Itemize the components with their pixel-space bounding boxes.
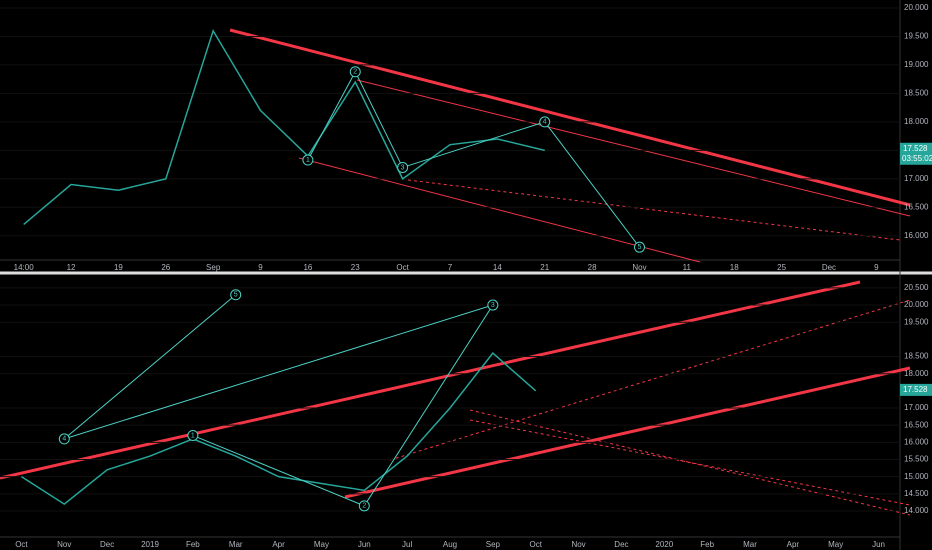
wave-marker <box>302 154 314 166</box>
y-tick-label: 16.500 <box>904 202 929 211</box>
price-tag-label: 17.528 <box>903 144 928 153</box>
x-tick-label: Dec <box>614 540 628 549</box>
trend-line <box>298 157 701 263</box>
x-tick-label: Apr <box>272 540 285 549</box>
x-tick-label: Apr <box>787 540 800 549</box>
x-tick-label: Nov <box>632 263 646 272</box>
wave-label: 4 <box>62 436 66 443</box>
y-tick-label: 17.000 <box>904 174 929 183</box>
wave-label: 5 <box>234 292 238 299</box>
wave-marker <box>230 289 242 301</box>
x-tick-label: Jul <box>402 540 412 549</box>
x-tick-label: Oct <box>15 540 28 549</box>
wave-label: 1 <box>191 432 195 439</box>
x-tick-label: Nov <box>57 540 71 549</box>
y-tick-label: 19.500 <box>904 317 929 326</box>
trend-line <box>356 79 911 217</box>
x-tick-label: Dec <box>100 540 114 549</box>
x-tick-label: 16 <box>303 263 312 272</box>
trend-line <box>0 280 861 480</box>
x-tick-label: 9 <box>874 263 879 272</box>
x-tick-label: 12 <box>67 263 76 272</box>
price-tag-label: 17.528 <box>903 385 928 394</box>
wave-label: 1 <box>306 157 310 164</box>
y-tick-label: 18.000 <box>904 117 929 126</box>
y-tick-label: 19.000 <box>904 60 929 69</box>
x-tick-label: Aug <box>443 540 457 549</box>
wave-label: 2 <box>353 69 357 76</box>
y-tick-label: 17.000 <box>904 403 929 412</box>
x-tick-label: Jun <box>872 540 885 549</box>
y-tick-label: 14.500 <box>904 489 929 498</box>
price-tag <box>900 383 932 396</box>
y-tick-label: 20.500 <box>904 283 929 292</box>
wave-marker <box>358 500 370 512</box>
x-tick-label: May <box>314 540 329 549</box>
x-tick-label: 2020 <box>655 540 673 549</box>
x-tick-label: 28 <box>588 263 597 272</box>
x-tick-label: 9 <box>258 263 263 272</box>
x-tick-label: 23 <box>351 263 360 272</box>
trend-line <box>344 366 911 499</box>
trend-line <box>407 179 901 241</box>
y-tick-label: 19.500 <box>904 32 929 41</box>
y-tick-label: 15.000 <box>904 472 929 481</box>
trend-line <box>389 299 911 461</box>
y-tick-label: 16.000 <box>904 437 929 446</box>
wave-label: 2 <box>362 503 366 510</box>
y-tick-label: 18.500 <box>904 352 929 361</box>
y-tick-label: 16.500 <box>904 420 929 429</box>
wave-marker <box>633 241 645 253</box>
x-tick-label: Dec <box>822 263 836 272</box>
wave-marker <box>58 433 70 445</box>
trend-line <box>469 419 911 506</box>
x-tick-label: Sep <box>206 263 221 272</box>
x-tick-label: Sep <box>486 540 501 549</box>
trend-lines <box>0 28 911 516</box>
x-tick-label: 11 <box>683 263 692 272</box>
wave-marker <box>349 66 361 78</box>
price-line <box>21 352 537 506</box>
price-tag <box>900 142 932 165</box>
y-tick-label: 20.000 <box>904 3 929 12</box>
wave-marker <box>539 116 551 128</box>
x-tick-label: Mar <box>229 540 243 549</box>
y-tick-label: 15.500 <box>904 455 929 464</box>
y-tick-label: 18.500 <box>904 89 929 98</box>
trend-line <box>229 28 911 207</box>
x-tick-label: 14:00 <box>14 263 35 272</box>
y-tick-label: 18.000 <box>904 369 929 378</box>
price-line <box>23 28 545 225</box>
x-tick-label: Oct <box>396 263 409 272</box>
wave-marker <box>487 299 499 311</box>
x-tick-label: 2019 <box>141 540 159 549</box>
wave-marker <box>187 429 199 441</box>
x-tick-label: 14 <box>493 263 502 272</box>
x-tick-label: Jun <box>358 540 371 549</box>
wave-label: 5 <box>638 244 642 251</box>
x-tick-label: 19 <box>114 263 123 272</box>
y-tick-label: 16.000 <box>904 231 929 240</box>
x-tick-label: 26 <box>161 263 170 272</box>
x-tick-label: 25 <box>777 263 786 272</box>
countdown-label: 03:55:02 <box>902 154 932 163</box>
x-tick-label: May <box>828 540 843 549</box>
x-tick-label: 21 <box>540 263 549 272</box>
wave-label: 3 <box>401 164 405 171</box>
wave-marker <box>397 161 409 173</box>
x-tick-label: 7 <box>448 263 453 272</box>
x-tick-label: Mar <box>743 540 757 549</box>
y-tick-label: 20.000 <box>904 300 929 309</box>
wave-label: 4 <box>543 119 547 126</box>
x-tick-label: Oct <box>529 540 542 549</box>
y-tick-label: 14.000 <box>904 506 929 515</box>
x-tick-label: Nov <box>571 540 585 549</box>
x-tick-label: Feb <box>186 540 200 549</box>
wave-label: 3 <box>491 302 495 309</box>
x-tick-label: Feb <box>700 540 714 549</box>
x-tick-label: 18 <box>730 263 739 272</box>
